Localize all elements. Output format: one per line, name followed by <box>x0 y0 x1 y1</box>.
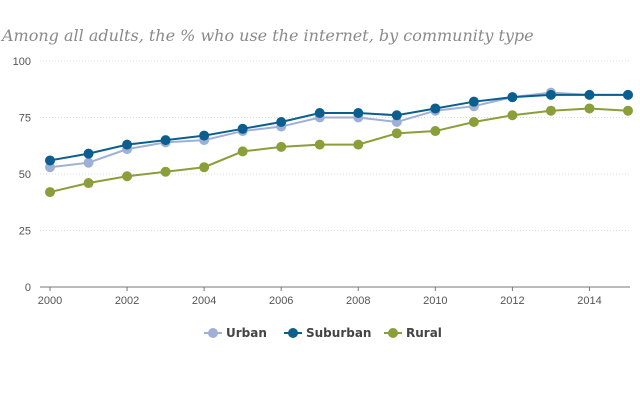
data-point-rural[interactable] <box>391 128 402 139</box>
data-point-rural[interactable] <box>545 105 556 116</box>
data-point-suburban[interactable] <box>430 103 441 114</box>
legend-item-urban[interactable]: Urban <box>204 326 267 340</box>
data-point-rural[interactable] <box>45 187 55 198</box>
x-tick-label: 2012 <box>500 295 524 307</box>
data-point-rural[interactable] <box>199 162 210 173</box>
series-line-suburban <box>49 93 628 162</box>
y-tick-label: 75 <box>19 113 31 125</box>
x-tick-label: 2008 <box>346 295 370 307</box>
legend-swatch-marker <box>288 328 298 338</box>
data-point-rural[interactable] <box>584 103 595 114</box>
data-point-suburban[interactable] <box>584 89 595 100</box>
data-point-suburban[interactable] <box>199 130 210 141</box>
data-point-rural[interactable] <box>122 171 133 182</box>
data-point-rural[interactable] <box>160 166 171 177</box>
x-axis-ticks: 2000 2002 2004 2006 2008 2010 2012 2014 <box>38 287 602 307</box>
series-line-urban <box>49 91 628 169</box>
legend-swatch-marker <box>208 328 218 338</box>
data-point-rural[interactable] <box>623 105 633 116</box>
series-line-rural <box>49 107 629 194</box>
data-point-suburban[interactable] <box>160 135 171 146</box>
data-point-suburban[interactable] <box>237 123 248 134</box>
x-tick-label: 2000 <box>38 295 62 307</box>
legend-item-suburban[interactable]: Suburban <box>284 326 371 340</box>
legend: Urban Suburban Rural <box>204 326 442 340</box>
y-tick-label: 50 <box>19 169 31 181</box>
x-tick-label: 2006 <box>269 295 293 307</box>
y-tick-label: 25 <box>19 226 31 238</box>
series-lines <box>45 87 633 198</box>
data-point-rural[interactable] <box>430 126 441 137</box>
data-point-rural[interactable] <box>237 146 248 157</box>
data-point-suburban[interactable] <box>45 155 55 166</box>
y-tick-label: 100 <box>13 56 31 68</box>
data-point-suburban[interactable] <box>545 89 556 100</box>
x-tick-label: 2010 <box>423 295 447 307</box>
data-point-suburban[interactable] <box>391 110 402 121</box>
data-point-rural[interactable] <box>83 178 94 189</box>
data-point-rural[interactable] <box>507 110 518 121</box>
series-rural <box>45 103 633 198</box>
legend-swatch-marker <box>388 328 398 338</box>
series-suburban <box>45 89 633 166</box>
chart-title: Among all adults, the % who use the inte… <box>2 26 534 45</box>
data-point-suburban[interactable] <box>353 107 364 118</box>
data-point-suburban[interactable] <box>314 107 325 118</box>
data-point-suburban[interactable] <box>623 89 633 100</box>
x-tick-label: 2004 <box>192 295 216 307</box>
data-point-suburban[interactable] <box>468 96 479 107</box>
data-point-suburban[interactable] <box>507 92 518 103</box>
legend-label: Rural <box>406 326 442 340</box>
x-tick-label: 2014 <box>577 295 601 307</box>
data-point-urban[interactable] <box>83 157 94 168</box>
legend-item-rural[interactable]: Rural <box>384 326 442 340</box>
series-urban <box>45 87 633 173</box>
legend-label: Suburban <box>306 326 371 340</box>
data-point-rural[interactable] <box>314 139 325 150</box>
data-point-rural[interactable] <box>353 139 364 150</box>
data-point-suburban[interactable] <box>83 148 94 159</box>
data-point-suburban[interactable] <box>276 117 287 128</box>
data-point-rural[interactable] <box>276 141 287 152</box>
x-tick-label: 2002 <box>115 295 139 307</box>
y-tick-label: 0 <box>25 282 31 294</box>
data-point-rural[interactable] <box>468 117 479 128</box>
data-point-suburban[interactable] <box>122 139 133 150</box>
legend-label: Urban <box>226 326 267 340</box>
y-axis-ticks: 0 25 50 75 100 <box>13 56 31 294</box>
